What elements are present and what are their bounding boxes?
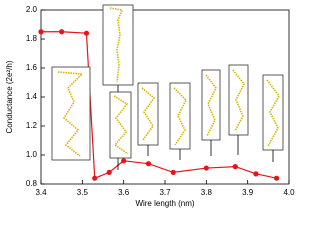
atoms bbox=[141, 87, 156, 141]
inset bbox=[51, 66, 91, 161]
point bbox=[145, 161, 152, 167]
x-tick-label: 3.7 bbox=[159, 188, 171, 197]
atoms bbox=[113, 95, 129, 155]
atoms bbox=[173, 87, 187, 146]
x-tick-label: 3.6 bbox=[118, 188, 130, 197]
atoms bbox=[109, 7, 124, 83]
y-tick-label: 1.0 bbox=[26, 150, 38, 159]
point bbox=[38, 29, 44, 35]
inset bbox=[201, 69, 221, 141]
x-tick-label: 3.8 bbox=[201, 188, 213, 197]
point bbox=[170, 169, 176, 175]
inset bbox=[137, 82, 159, 146]
y-tick-label: 2.0 bbox=[26, 5, 38, 14]
point bbox=[203, 165, 209, 171]
x-axis-label: Wire length (nm) bbox=[135, 199, 194, 208]
series-line bbox=[41, 31, 277, 180]
point bbox=[253, 171, 259, 177]
x-tick-label: 3.9 bbox=[242, 188, 254, 197]
x-tick-label: 4.0 bbox=[283, 188, 295, 197]
point bbox=[232, 164, 238, 170]
inset bbox=[262, 74, 284, 151]
structure-insets bbox=[51, 4, 284, 170]
y-tick-label: 1.6 bbox=[26, 63, 38, 72]
atoms bbox=[57, 71, 84, 157]
x-tick-label: 3.5 bbox=[77, 188, 89, 197]
chart: Wire length (nm) Conductance (2e²/h) 0.8… bbox=[5, 4, 295, 208]
y-axis-label: Conductance (2e²/h) bbox=[5, 60, 14, 133]
x-tick-label: 3.4 bbox=[35, 188, 47, 197]
point bbox=[92, 175, 98, 181]
y-tick-label: 1.2 bbox=[26, 121, 38, 130]
atoms bbox=[266, 79, 280, 147]
atoms bbox=[232, 69, 245, 132]
y-tick-label: 0.8 bbox=[26, 179, 38, 188]
atoms bbox=[205, 74, 217, 137]
point bbox=[121, 158, 127, 164]
point bbox=[106, 169, 112, 175]
y-tick-label: 1.8 bbox=[26, 34, 38, 43]
y-tick-label: 1.4 bbox=[26, 92, 38, 101]
point bbox=[274, 175, 280, 181]
point bbox=[59, 29, 65, 35]
point bbox=[83, 30, 90, 36]
series-layer bbox=[38, 29, 280, 181]
